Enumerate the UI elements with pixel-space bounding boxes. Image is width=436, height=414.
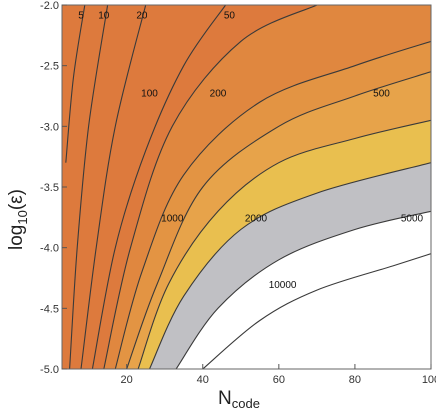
contour-line-1000 [137, 119, 431, 369]
contour-label-100: 100 [141, 88, 158, 99]
contour-label-50: 50 [224, 11, 236, 22]
filled-regions [62, 5, 431, 369]
x-axis-title-main: N [218, 388, 232, 409]
x-tick-label: 100 [422, 374, 436, 386]
contour-label-200: 200 [210, 88, 227, 99]
contour-line-10 [69, 5, 109, 369]
contour-lines [65, 5, 431, 369]
y-tick-label: -3.0 [40, 121, 59, 133]
contour-label-5000: 5000 [401, 213, 424, 224]
x-axis-title-sub: code [232, 396, 260, 411]
x-tick-label: 80 [349, 374, 361, 386]
contour-line-10000 [202, 253, 431, 369]
y-tick-label: -2.5 [40, 61, 59, 73]
contour-line-500 [126, 71, 431, 369]
contour-line-100 [103, 5, 318, 369]
contour-labels: 5 10 20 50 100 200 500 1000 2000 5000 10000 [78, 11, 423, 291]
contour-line-5 [65, 5, 86, 163]
contour-label-5: 5 [78, 11, 84, 22]
contour-label-2000: 2000 [245, 213, 268, 224]
contour-label-20: 20 [136, 11, 148, 22]
contour-line-2000 [149, 162, 431, 369]
contour-line-20 [80, 5, 147, 369]
x-tick-label: 40 [197, 374, 209, 386]
y-axis-ticks: -2.0 -2.5 -3.0 -3.5 -4.0 -4.5 -5.0 [40, 0, 67, 376]
y-tick-label: -4.5 [40, 303, 59, 315]
y-axis-title-main: log [6, 225, 27, 250]
contour-label-1000: 1000 [161, 213, 184, 224]
y-axis-title-sub: 10 [15, 210, 30, 224]
contour-line-50 [91, 5, 227, 369]
y-tick-label: -3.5 [40, 182, 59, 194]
y-tick-label: -4.0 [40, 243, 59, 255]
contour-label-10: 10 [98, 11, 110, 22]
x-axis-ticks: 20 40 60 80 100 [121, 364, 436, 386]
contour-label-10000: 10000 [269, 280, 297, 291]
contour-line-200 [114, 40, 431, 369]
x-axis-title: Ncode [218, 388, 260, 411]
x-tick-label: 60 [273, 374, 285, 386]
y-tick-label: -5.0 [40, 364, 59, 376]
contour-label-500: 500 [373, 88, 390, 99]
y-axis-title: log10(ε) [6, 189, 30, 250]
y-axis-title-suffix: (ε) [6, 189, 27, 210]
contour-line-5000 [175, 210, 431, 369]
y-tick-label: -2.0 [40, 0, 59, 12]
region-below_100 [62, 5, 317, 369]
x-tick-label: 20 [121, 374, 133, 386]
